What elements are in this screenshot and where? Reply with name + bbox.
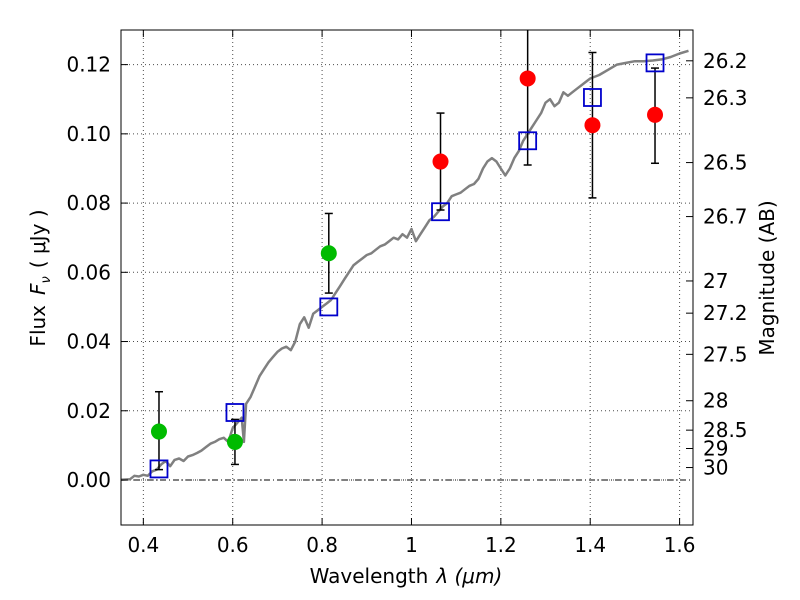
y-tick-label: 0.06 xyxy=(66,260,111,284)
x-tick-label: 1.2 xyxy=(485,533,517,557)
model-spectrum-line xyxy=(121,49,689,481)
y2-tick-label: 26.3 xyxy=(703,86,748,110)
x-axis-label-math: λ (μm) xyxy=(435,564,502,588)
grid xyxy=(121,30,693,525)
tick-labels: 0.4 0.6 0.8 1 1.2 1.4 1.6 0.00 0.02 0.04 0.06 0.08 0… xyxy=(66,49,747,557)
model-band-square xyxy=(149,459,169,479)
x-tick-label: 0.8 xyxy=(306,533,338,557)
green-point xyxy=(150,423,167,440)
y-axis-label-sub: ν xyxy=(39,276,54,283)
x-axis-label: Wavelength λ (μm) xyxy=(310,564,503,588)
ticks xyxy=(121,30,693,525)
y2-tick-label: 27.5 xyxy=(703,342,748,366)
y-tick-label: 0.08 xyxy=(66,191,111,215)
red-point xyxy=(519,70,536,87)
x-tick-label: 1.6 xyxy=(664,533,696,557)
model-band-square xyxy=(431,202,450,222)
y-tick-label: 0.02 xyxy=(66,399,111,423)
y-tick-label: 0.12 xyxy=(66,53,111,77)
x-tick-label: 0.4 xyxy=(127,533,159,557)
x-tick-label: 1 xyxy=(405,533,418,557)
y-tick-label: 0.04 xyxy=(66,330,111,354)
red-point xyxy=(647,106,664,123)
model-band-square xyxy=(645,53,665,73)
y2-tick-label: 26.5 xyxy=(703,151,748,175)
y2-tick-label: 27 xyxy=(703,269,728,293)
model-band-square xyxy=(518,131,538,151)
y2-axis-label: Magnitude (AB) xyxy=(755,200,779,355)
y-axis-label-symbol: F xyxy=(26,283,50,295)
y-tick-label: 0.00 xyxy=(66,468,111,492)
y-axis-label-text: Flux xyxy=(26,305,50,347)
x-axis-label-text: Wavelength xyxy=(310,564,429,588)
y-tick-label: 0.10 xyxy=(66,122,111,146)
y2-tick-label: 26.7 xyxy=(703,205,748,229)
model-band-square xyxy=(583,88,602,107)
x-tick-label: 1.4 xyxy=(574,533,606,557)
x-tick-label: 0.6 xyxy=(217,533,249,557)
model-band-square xyxy=(319,297,339,317)
y2-tick-label: 30 xyxy=(703,456,728,480)
y2-tick-label: 29 xyxy=(703,437,728,461)
y-axis-label: Flux Fν ( μJy ) xyxy=(26,209,54,346)
y2-tick-label: 28.5 xyxy=(703,418,748,442)
green-point xyxy=(226,433,243,450)
red-point xyxy=(584,117,601,134)
y-axis-label-unit: ( μJy ) xyxy=(26,209,50,268)
plot-frame xyxy=(120,29,694,526)
red-point xyxy=(432,153,449,170)
y2-tick-label: 26.2 xyxy=(703,49,748,73)
y2-tick-label: 27.2 xyxy=(703,301,748,325)
plot-area xyxy=(121,30,689,481)
y2-tick-label: 28 xyxy=(703,389,728,413)
model-band-square xyxy=(225,403,245,422)
green-point xyxy=(320,245,337,262)
